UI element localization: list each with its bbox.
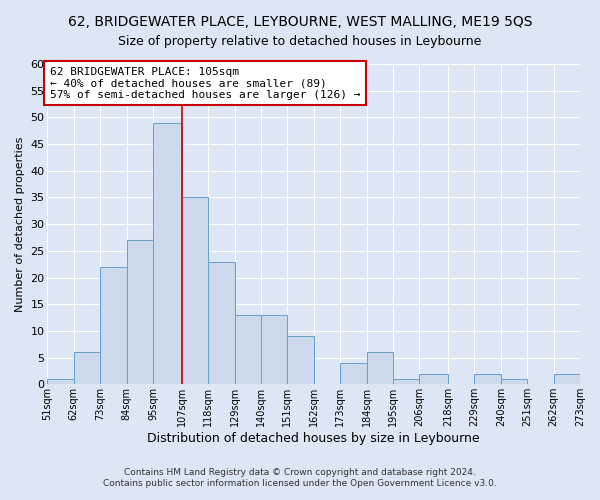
- Bar: [287, 336, 314, 384]
- Bar: [554, 374, 580, 384]
- Bar: [340, 363, 367, 384]
- Text: Size of property relative to detached houses in Leybourne: Size of property relative to detached ho…: [118, 35, 482, 48]
- Bar: [127, 240, 153, 384]
- Bar: [153, 122, 182, 384]
- Bar: [367, 352, 393, 384]
- Bar: [100, 267, 127, 384]
- Bar: [475, 374, 501, 384]
- Text: Contains HM Land Registry data © Crown copyright and database right 2024.
Contai: Contains HM Land Registry data © Crown c…: [103, 468, 497, 487]
- Bar: [47, 379, 74, 384]
- Text: 62, BRIDGEWATER PLACE, LEYBOURNE, WEST MALLING, ME19 5QS: 62, BRIDGEWATER PLACE, LEYBOURNE, WEST M…: [68, 15, 532, 29]
- Bar: [501, 379, 527, 384]
- Bar: [261, 315, 287, 384]
- Bar: [182, 198, 208, 384]
- Bar: [74, 352, 100, 384]
- Bar: [419, 374, 448, 384]
- X-axis label: Distribution of detached houses by size in Leybourne: Distribution of detached houses by size …: [148, 432, 480, 445]
- Bar: [393, 379, 419, 384]
- Text: 62 BRIDGEWATER PLACE: 105sqm
← 40% of detached houses are smaller (89)
57% of se: 62 BRIDGEWATER PLACE: 105sqm ← 40% of de…: [50, 66, 361, 100]
- Bar: [208, 262, 235, 384]
- Y-axis label: Number of detached properties: Number of detached properties: [15, 136, 25, 312]
- Bar: [235, 315, 261, 384]
